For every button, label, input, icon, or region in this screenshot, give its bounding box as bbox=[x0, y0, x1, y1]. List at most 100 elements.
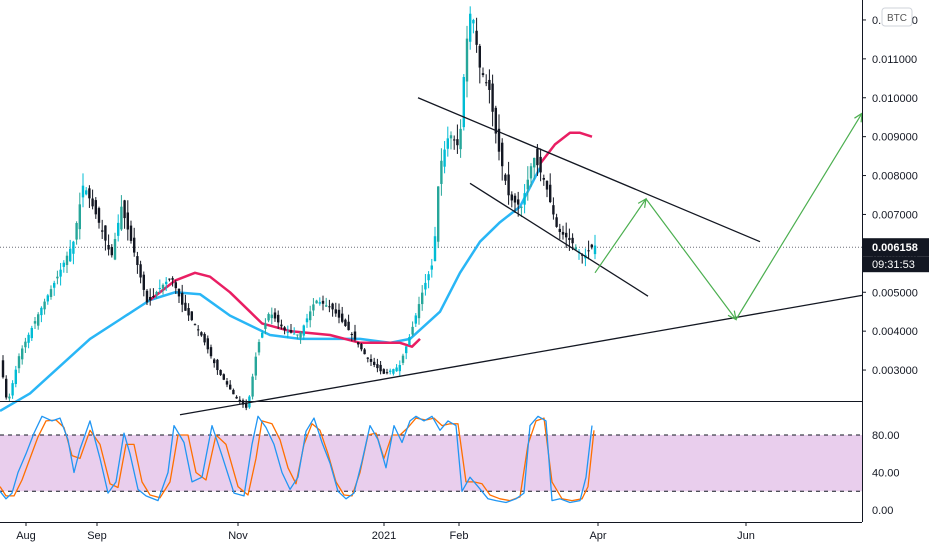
candle-body bbox=[126, 212, 129, 230]
candle-body bbox=[536, 148, 539, 166]
candle-body bbox=[417, 304, 421, 319]
candle-body bbox=[481, 73, 485, 76]
candle-body bbox=[8, 396, 11, 399]
price-tick-label: 0.003000 bbox=[872, 365, 918, 377]
candle-body bbox=[389, 370, 392, 372]
candle-body bbox=[40, 307, 43, 316]
candle-body bbox=[123, 200, 126, 219]
candle-body bbox=[27, 334, 30, 343]
candle-body bbox=[408, 336, 411, 346]
candle-body bbox=[299, 332, 302, 338]
candle-body bbox=[475, 30, 478, 45]
candle-body bbox=[453, 139, 456, 141]
candle-body bbox=[5, 378, 8, 398]
candle-body bbox=[56, 276, 59, 279]
candle-body bbox=[421, 292, 424, 305]
candle-body bbox=[485, 82, 488, 84]
candle-body bbox=[331, 303, 334, 310]
candle-body bbox=[437, 186, 440, 242]
osc-tick-label: 80.00 bbox=[872, 430, 900, 442]
candle-body bbox=[251, 376, 254, 397]
candle-body bbox=[113, 239, 117, 260]
candle-body bbox=[523, 193, 526, 205]
candle-body bbox=[321, 300, 325, 304]
candle-body bbox=[379, 364, 382, 372]
sma-red-line-recent bbox=[539, 131, 593, 165]
price-tick-label: 0.010000 bbox=[872, 93, 918, 105]
price-pane[interactable] bbox=[0, 6, 863, 416]
time-axis-label: Sep bbox=[87, 530, 107, 542]
candle-body bbox=[561, 231, 565, 235]
candle-body bbox=[181, 292, 184, 305]
price-tick-label: 0.005000 bbox=[872, 287, 918, 299]
candle-body bbox=[280, 324, 283, 327]
candle-body bbox=[107, 245, 110, 250]
time-axis-label: Apr bbox=[589, 530, 606, 542]
candle-body bbox=[350, 333, 353, 335]
candle-body bbox=[414, 315, 417, 324]
candle-body bbox=[293, 333, 296, 335]
candle-body bbox=[273, 312, 277, 319]
candle-body bbox=[155, 291, 158, 295]
candle-body bbox=[72, 241, 75, 254]
countdown-label: 09:31:53 bbox=[872, 259, 915, 271]
candle-body bbox=[357, 342, 360, 345]
time-axis-label: Aug bbox=[16, 530, 36, 542]
candle-body bbox=[334, 309, 337, 314]
sma-red-line bbox=[149, 271, 421, 348]
candle-body bbox=[325, 305, 328, 307]
time-axis-label: Nov bbox=[228, 530, 248, 542]
candle-body bbox=[110, 246, 113, 256]
candle-body bbox=[398, 364, 401, 372]
candle-body bbox=[235, 396, 238, 399]
candle-body bbox=[229, 384, 232, 390]
candle-body bbox=[401, 355, 405, 363]
candle-body bbox=[440, 160, 443, 184]
candle-body bbox=[283, 327, 286, 331]
candle-body bbox=[91, 198, 94, 207]
candle-body bbox=[558, 228, 561, 233]
candle-body bbox=[501, 142, 504, 167]
candle-body bbox=[315, 300, 318, 304]
candle-body bbox=[385, 372, 389, 374]
candle-body bbox=[424, 282, 427, 290]
symbol-badge: BTC bbox=[881, 7, 913, 27]
candle-body bbox=[318, 302, 321, 304]
candle-body bbox=[94, 200, 97, 215]
candle-body bbox=[174, 282, 177, 289]
candle-body bbox=[14, 369, 17, 385]
candle-body bbox=[21, 348, 24, 360]
candle-body bbox=[587, 250, 590, 252]
candle-body bbox=[219, 369, 222, 375]
candle-body bbox=[376, 364, 379, 369]
candle-body bbox=[145, 290, 149, 303]
trendline-channel-lower bbox=[469, 182, 649, 297]
candle-body bbox=[373, 361, 376, 365]
candle-body bbox=[1, 360, 5, 378]
stoch-band bbox=[0, 435, 862, 492]
osc-tick-label: 0.00 bbox=[872, 505, 893, 517]
oscillator-pane[interactable] bbox=[0, 415, 862, 504]
candle-body bbox=[139, 264, 142, 278]
candle-body bbox=[328, 306, 331, 308]
candle-body bbox=[187, 308, 190, 316]
candle-body bbox=[504, 174, 507, 181]
price-tick-label: 0.011000 bbox=[872, 54, 917, 66]
candle-body bbox=[488, 79, 491, 90]
candle-body bbox=[62, 262, 65, 267]
candle-body bbox=[101, 230, 104, 232]
candle-body bbox=[97, 208, 101, 223]
candle-body bbox=[497, 128, 501, 152]
candle-body bbox=[491, 83, 494, 112]
time-axis[interactable]: Aug Sep Nov 2021 Feb Apr Jun bbox=[16, 522, 755, 542]
candle-body bbox=[478, 45, 481, 68]
candle-body bbox=[88, 188, 91, 199]
candle-body bbox=[49, 289, 53, 297]
candle-body bbox=[69, 248, 72, 262]
candle-body bbox=[43, 301, 46, 310]
countdown-badge bbox=[863, 256, 929, 273]
projection-arrowhead bbox=[854, 112, 863, 123]
candle-body bbox=[120, 206, 123, 230]
candle-body bbox=[149, 296, 152, 301]
